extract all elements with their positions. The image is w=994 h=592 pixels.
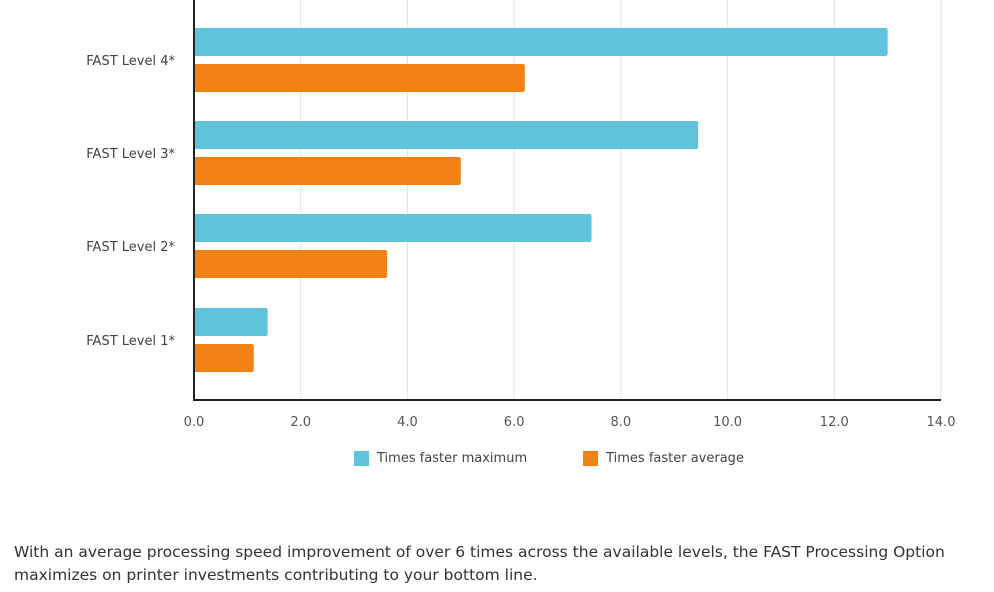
x-tick-label: 10.0 <box>713 415 742 430</box>
legend-item-max: Times faster maximum <box>354 451 527 466</box>
x-tick-label: 14.0 <box>927 415 956 430</box>
axes <box>193 0 941 401</box>
bar-avg <box>194 344 254 372</box>
bars <box>194 28 888 372</box>
category-labels: FAST Level 4* FAST Level 3* FAST Level 2* F… <box>86 54 175 349</box>
x-tick-label: 8.0 <box>611 415 632 430</box>
legend-item-avg: Times faster average <box>583 451 744 466</box>
bar-max <box>194 28 888 56</box>
x-tick-label: 12.0 <box>820 415 849 430</box>
bar-avg <box>194 64 525 92</box>
category-label: FAST Level 1* <box>86 334 175 349</box>
caption-text: With an average processing speed improve… <box>14 543 945 584</box>
x-tick-label: 0.0 <box>184 415 205 430</box>
legend: Times faster maximum Times faster averag… <box>354 451 744 466</box>
x-tick-labels: 0.0 2.0 4.0 6.0 8.0 10.0 12.0 14.0 <box>184 415 956 430</box>
gridlines <box>300 0 942 400</box>
bar-chart: FAST Level 4* FAST Level 3* FAST Level 2* F… <box>86 0 956 430</box>
legend-label-avg: Times faster average <box>606 451 744 466</box>
legend-swatch-avg <box>583 451 599 466</box>
bar-max <box>194 308 268 336</box>
legend-label-max: Times faster maximum <box>377 451 528 466</box>
bar-max <box>194 214 592 242</box>
category-label: FAST Level 4* <box>86 54 175 69</box>
bar-max <box>194 121 699 149</box>
x-tick-label: 4.0 <box>397 415 418 430</box>
bar-avg <box>194 250 388 278</box>
x-tick-label: 2.0 <box>290 415 311 430</box>
bar-avg <box>194 157 461 185</box>
category-label: FAST Level 2* <box>86 240 175 255</box>
x-tick-label: 6.0 <box>504 415 525 430</box>
legend-swatch-max <box>354 451 369 466</box>
category-label: FAST Level 3* <box>86 147 175 162</box>
